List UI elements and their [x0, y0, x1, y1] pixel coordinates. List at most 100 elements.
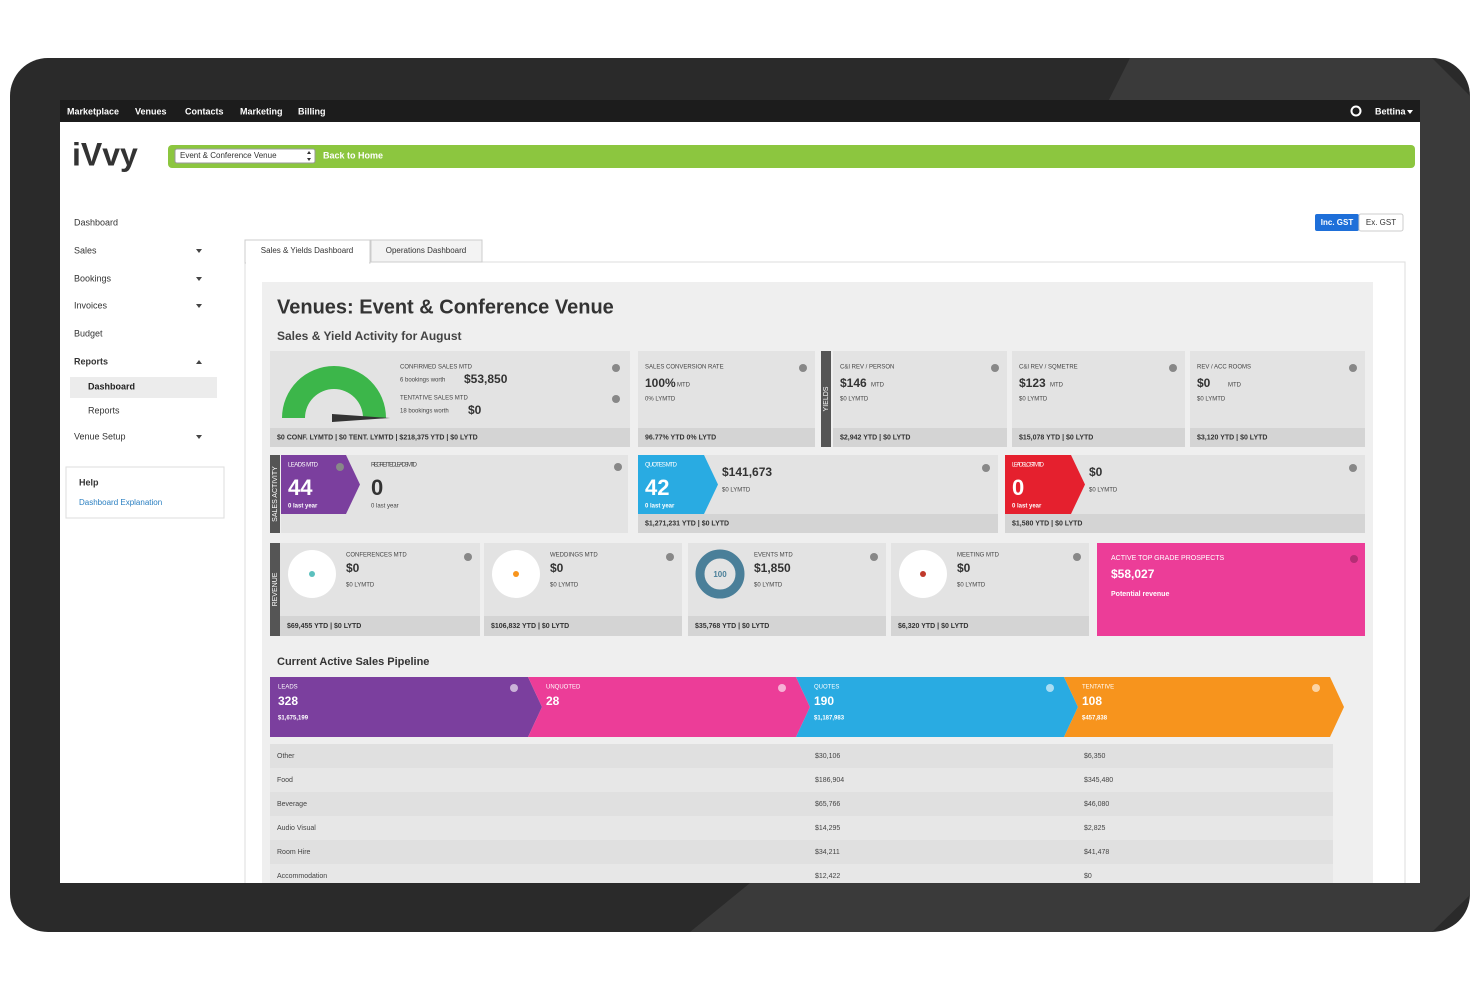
- card-footer: [1012, 428, 1185, 447]
- card-value: 100%: [645, 376, 676, 390]
- gst-off: [1358, 213, 1404, 232]
- card-sub: $0 LYMTD: [840, 397, 869, 403]
- card-sub: $0 LYMTD: [550, 583, 579, 589]
- card-sub: $0 LYMTD: [1089, 488, 1118, 494]
- card-value: $146: [840, 376, 867, 390]
- help-icon: [1312, 684, 1320, 692]
- venue-select[interactable]: [174, 148, 316, 164]
- active-item-bg: [70, 377, 217, 398]
- nav-item[interactable]: Marketing: [240, 106, 283, 116]
- card-value: $141,673: [722, 465, 772, 479]
- footer-text: $2,942 YTD | $0 LYTD: [840, 434, 910, 441]
- badge-value: 42: [645, 475, 669, 500]
- card-period: MTD: [1228, 383, 1242, 389]
- card-value: $0: [468, 403, 482, 417]
- footer-text: $69,455 YTD | $0 LYTD: [287, 623, 361, 630]
- caret: [307, 151, 311, 154]
- card-label: TENTATIVE SALES MTD: [400, 396, 468, 402]
- table-row: [270, 840, 1333, 864]
- activity-badge: [1005, 455, 1085, 514]
- card-period: MTD: [677, 383, 691, 389]
- card-footer: [638, 514, 998, 533]
- row-label: Beverage: [277, 801, 307, 808]
- donut-dot: [309, 571, 315, 577]
- stage-amount: $1,187,983: [814, 716, 845, 722]
- stage-amount: $1,675,199: [278, 716, 309, 722]
- sidebar-item[interactable]: Sales: [74, 245, 97, 255]
- stage-name: LEADS: [278, 685, 298, 691]
- sidebar-item[interactable]: Invoices: [74, 300, 108, 310]
- gst-on: [1315, 214, 1359, 231]
- footer-text: $0 CONF. LYMTD | $0 TENT. LYMTD | $218,3…: [277, 434, 478, 441]
- row-value: $12,422: [815, 873, 840, 880]
- venue-select-text[interactable]: Event & Conference Venue: [180, 151, 277, 160]
- help-icon: [799, 364, 807, 372]
- nav-item[interactable]: Venues: [135, 106, 167, 116]
- card-sub: 0 last year: [371, 504, 399, 510]
- stage-name: TENTATIVE: [1082, 685, 1114, 691]
- badge-value: 0: [1012, 475, 1024, 500]
- gauge-needle: [332, 414, 390, 422]
- sidebar-item[interactable]: Dashboard: [74, 217, 118, 227]
- help-icon: [778, 684, 786, 692]
- section-label: REVENUE: [272, 572, 279, 606]
- nav-item[interactable]: Contacts: [185, 106, 224, 116]
- card-value: $0: [957, 561, 971, 575]
- row-value: $34,211: [815, 849, 840, 856]
- green-bar: [168, 145, 1415, 168]
- gst-option[interactable]: Inc. GST: [1321, 218, 1354, 227]
- nav-item[interactable]: Billing: [298, 106, 326, 116]
- card-footer: [484, 616, 682, 636]
- badge-sub: 0 last year: [288, 504, 318, 510]
- card-value: 0: [371, 475, 383, 500]
- badge-label: LEADS LOST MTD: [1012, 463, 1045, 469]
- help-icon: [1349, 464, 1357, 472]
- settings-icon: [1350, 105, 1362, 117]
- badge-label: LEADS MTD: [288, 463, 319, 469]
- pipeline-stage: [1064, 677, 1344, 737]
- gst-option[interactable]: Ex. GST: [1366, 218, 1396, 227]
- card-sub: 18 bookings worth: [400, 409, 449, 415]
- sidebar-subitem[interactable]: Dashboard: [88, 381, 135, 391]
- card-label: SALES CONVERSION RATE: [645, 365, 724, 371]
- badge-value: 44: [288, 475, 313, 500]
- help-icon: [870, 553, 878, 561]
- chevron: [196, 435, 202, 439]
- bezel-corner: [10, 883, 48, 932]
- row-value: $30,106: [815, 753, 840, 760]
- sidebar-subitem[interactable]: Reports: [88, 405, 120, 415]
- row-value: $6,350: [1084, 753, 1106, 760]
- donut: [695, 549, 745, 599]
- prospects-label: ACTIVE TOP GRADE PROSPECTS: [1111, 555, 1225, 562]
- sidebar-item[interactable]: Reports: [74, 356, 108, 366]
- card-label: CONFERENCES MTD: [346, 553, 407, 559]
- card-label: EVENTS MTD: [754, 553, 793, 559]
- sidebar-item[interactable]: Venue Setup: [74, 431, 126, 441]
- tab-label[interactable]: Sales & Yields Dashboard: [261, 246, 354, 255]
- sidebar-item[interactable]: Budget: [74, 328, 103, 338]
- card-footer: [280, 616, 480, 636]
- row-value: $186,904: [815, 777, 844, 784]
- footer-text: $1,580 YTD | $0 LYTD: [1012, 520, 1082, 527]
- row-value: $65,766: [815, 801, 840, 808]
- back-link[interactable]: Back to Home: [323, 150, 383, 160]
- table-row: [270, 744, 1333, 768]
- bezel-corner: [1432, 895, 1470, 932]
- table-row: [270, 768, 1333, 792]
- footer-text: $3,120 YTD | $0 LYTD: [1197, 434, 1267, 441]
- row-label: Accommodation: [277, 873, 327, 880]
- sidebar-item[interactable]: Bookings: [74, 273, 112, 283]
- help-link[interactable]: Dashboard Explanation: [79, 498, 162, 507]
- row-label: Other: [277, 753, 295, 760]
- nav-item[interactable]: Marketplace: [67, 106, 119, 116]
- section-label: SALES ACTIVITY: [272, 466, 279, 522]
- stage-count: 190: [814, 694, 834, 708]
- help-icon: [991, 364, 999, 372]
- tab-label[interactable]: Operations Dashboard: [386, 246, 467, 255]
- card-period: MTD: [1050, 383, 1064, 389]
- badge-sub: 0 last year: [1012, 504, 1042, 510]
- help-icon: [666, 553, 674, 561]
- user-menu[interactable]: Bettina: [1375, 106, 1406, 116]
- footer-text: $106,832 YTD | $0 LYTD: [491, 623, 569, 630]
